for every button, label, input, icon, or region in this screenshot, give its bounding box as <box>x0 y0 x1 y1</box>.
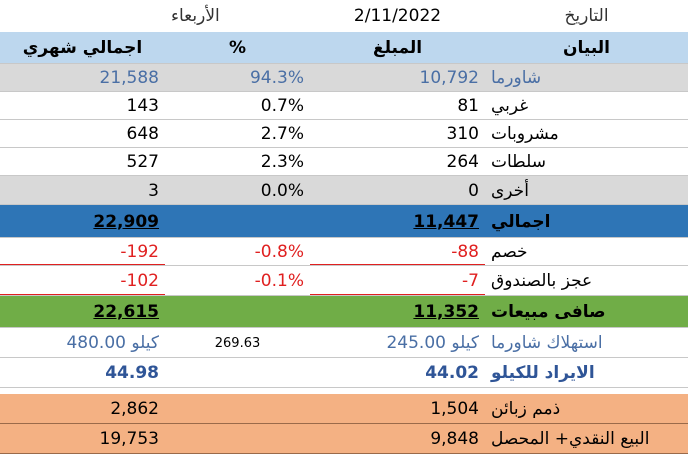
row-label: شاورما <box>491 68 542 88</box>
row: استهلاك شاورما كيلو 245.00 269.63 كيلو 480.… <box>0 328 688 358</box>
row: شاورما 10,792 94.3% 21,588 <box>0 64 688 92</box>
row-label: أخرى <box>491 180 529 201</box>
percent-value: -0.8% <box>254 242 304 262</box>
monthly-value: 21,588 <box>99 68 159 88</box>
percent-value: 0.7% <box>260 96 304 116</box>
monthly-value: -192 <box>120 242 159 262</box>
row-label: مشروبات <box>491 124 559 144</box>
row-label: استهلاك شاورما <box>491 333 603 353</box>
monthly-value: 22,615 <box>93 302 159 322</box>
amount-value: 81 <box>457 96 479 116</box>
date: 2/11/2022 <box>353 6 442 26</box>
row-label: البيع النقدي+ المحصل <box>491 429 650 449</box>
header-percent: % <box>228 38 247 58</box>
row-label: ذمم زبائن <box>491 399 561 419</box>
row-label: خصم <box>491 242 528 262</box>
row-label: الايراد للكيلو <box>491 363 595 383</box>
row: البيان المبلغ% اجمالي شهري <box>0 32 688 64</box>
monthly-value: 44.98 <box>105 363 159 383</box>
amount-value: 9,848 <box>430 429 479 449</box>
cell-border <box>0 264 165 265</box>
row: خصم -88 -0.8% -192 <box>0 238 688 266</box>
row: الايراد للكيلو 44.02 44.98 <box>0 358 688 388</box>
amount-value: كيلو 245.00 <box>386 333 479 353</box>
percent-value: 94.3% <box>249 68 304 88</box>
percent-value: -0.1% <box>254 271 304 291</box>
row: ذمم زبائن 1,504 2,862 <box>0 394 688 424</box>
amount-value: 44.02 <box>425 363 479 383</box>
row: عجز بالصندوق -7 -0.1% -102 <box>0 266 688 296</box>
amount-value: 264 <box>446 152 479 172</box>
amount-value: -88 <box>451 242 479 262</box>
percent-value: 2.7% <box>260 124 304 144</box>
row-label: غربي <box>491 96 529 116</box>
monthly-value: 22,909 <box>93 211 159 232</box>
monthly-value: 3 <box>148 180 159 201</box>
amount-value: 11,447 <box>413 211 479 232</box>
amount-value: 1,504 <box>430 399 479 419</box>
cell-border <box>310 264 485 265</box>
row-label: سلطات <box>491 152 547 172</box>
cell-border <box>0 294 165 295</box>
amount-value: 10,792 <box>419 68 479 88</box>
row: مشروبات 310 2.7% 648 <box>0 120 688 148</box>
row-label: عجز بالصندوق <box>491 271 593 291</box>
header-label: البيان <box>563 38 610 58</box>
row: اجمالي 11,447 22,909 <box>0 205 688 238</box>
amount-value: 0 <box>468 180 479 201</box>
header-amount: المبلغ <box>372 38 423 58</box>
monthly-value: 19,753 <box>99 429 159 449</box>
header-monthly: اجمالي شهري <box>22 38 143 58</box>
row: التاريخ 2/11/2022 الأربعاء <box>0 0 688 32</box>
row: غربي 81 0.7% 143 <box>0 92 688 120</box>
amount-value: 11,352 <box>413 302 479 322</box>
monthly-value: 648 <box>126 124 159 144</box>
percent-value: 0.0% <box>260 180 304 201</box>
row: أخرى 0 0.0% 3 <box>0 176 688 205</box>
amount-value: 310 <box>446 124 479 144</box>
row-label: صافى مبيعات <box>491 302 606 322</box>
amount-value: -7 <box>462 271 479 291</box>
percent-value: 269.63 <box>214 335 261 351</box>
monthly-value: كيلو 480.00 <box>66 333 159 353</box>
monthly-value: -102 <box>120 271 159 291</box>
row: البيع النقدي+ المحصل 9,848 19,753 <box>0 424 688 454</box>
date-label: التاريخ <box>564 6 609 26</box>
percent-value: 2.3% <box>260 152 304 172</box>
row-label: اجمالي <box>491 211 551 232</box>
row: صافى مبيعات 11,352 22,615 <box>0 296 688 328</box>
monthly-value: 2,862 <box>110 399 159 419</box>
monthly-value: 143 <box>126 96 159 116</box>
day: الأربعاء <box>171 6 220 26</box>
row: سلطات 264 2.3% 527 <box>0 148 688 176</box>
cell-border <box>310 294 485 295</box>
monthly-value: 527 <box>126 152 159 172</box>
